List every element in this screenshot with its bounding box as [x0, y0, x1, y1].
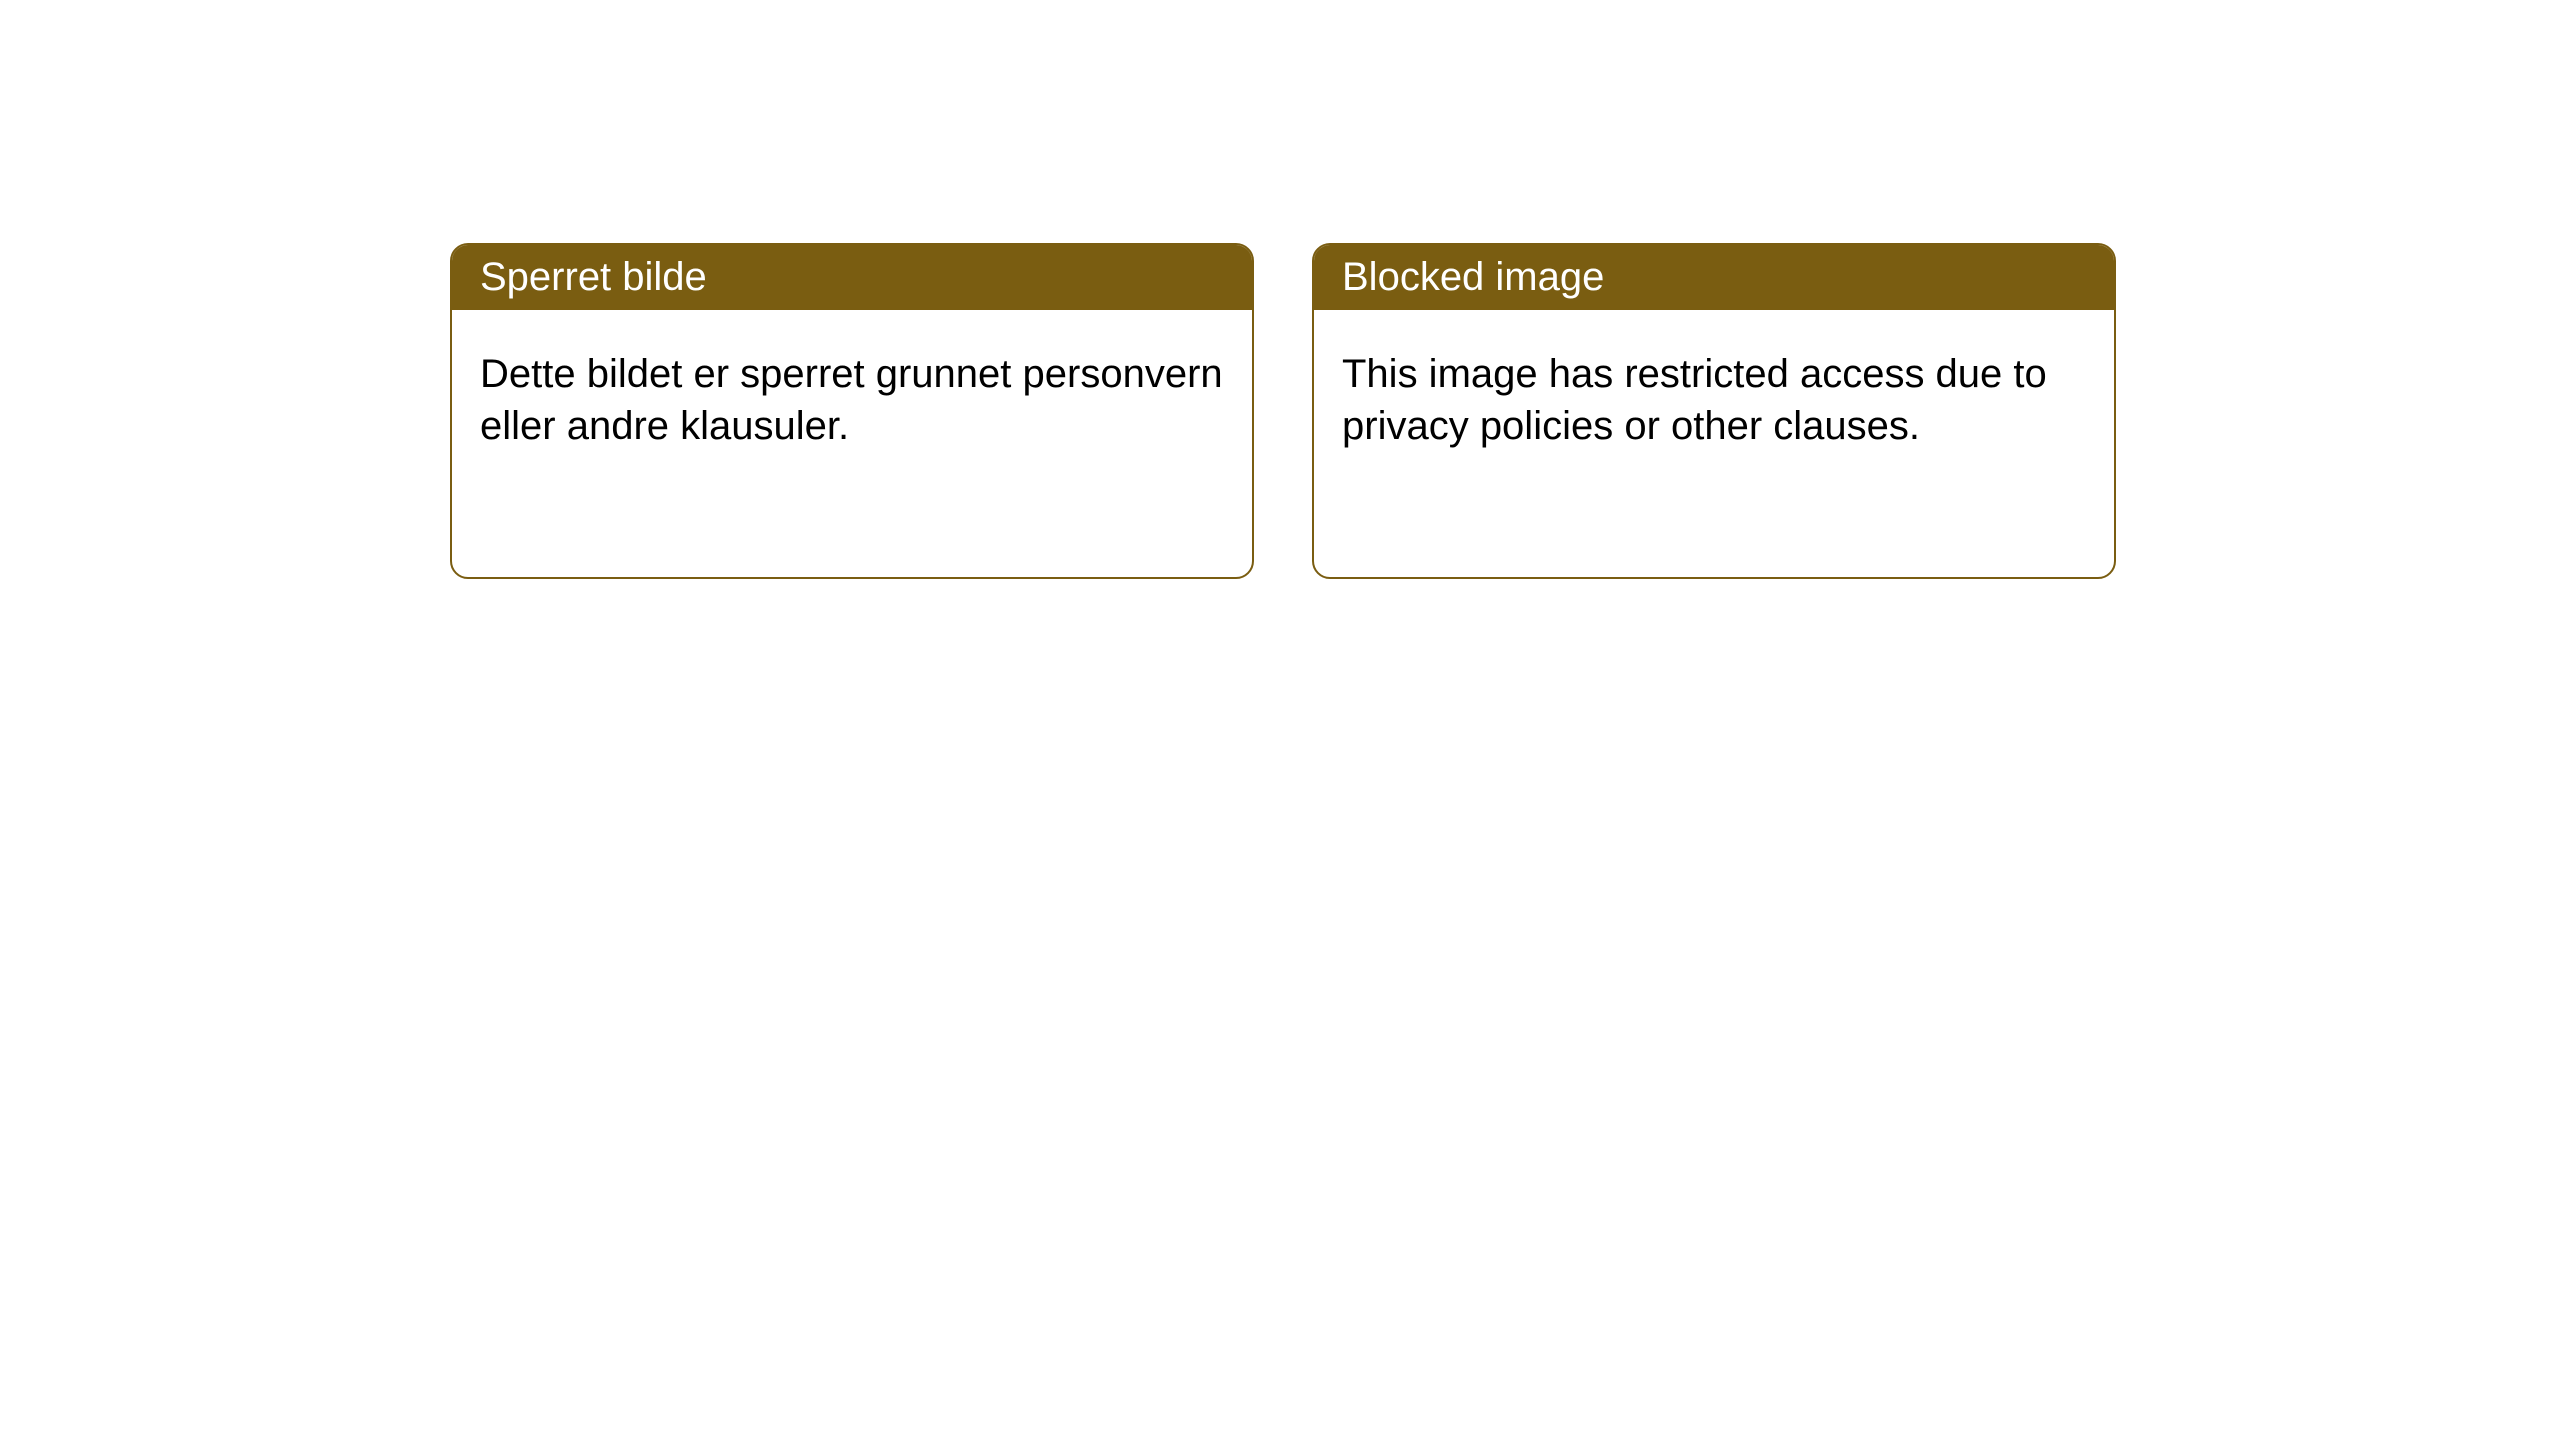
notice-body: This image has restricted access due to … [1314, 310, 2114, 490]
notice-card-english: Blocked image This image has restricted … [1312, 243, 2116, 579]
notice-body: Dette bildet er sperret grunnet personve… [452, 310, 1252, 490]
notice-header: Blocked image [1314, 245, 2114, 310]
notice-container: Sperret bilde Dette bildet er sperret gr… [0, 0, 2560, 579]
notice-card-norwegian: Sperret bilde Dette bildet er sperret gr… [450, 243, 1254, 579]
notice-header: Sperret bilde [452, 245, 1252, 310]
